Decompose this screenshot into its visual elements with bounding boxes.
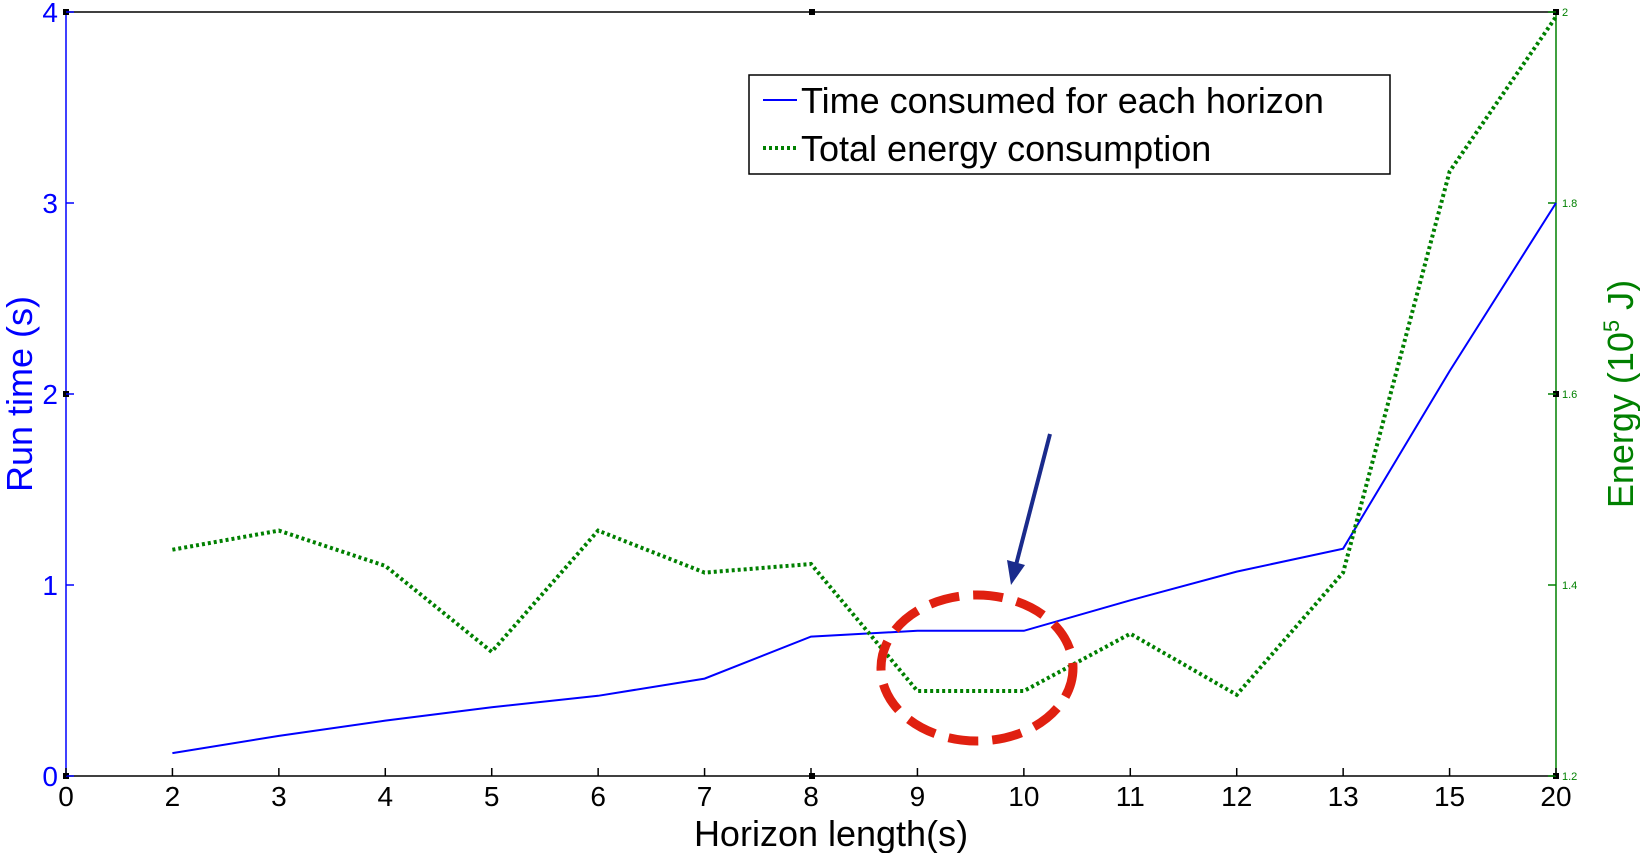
legend-label-time: Time consumed for each horizon bbox=[801, 80, 1324, 121]
series-line-run-time bbox=[172, 202, 1557, 755]
left-tick-label: 1 bbox=[42, 570, 58, 601]
x-tick-label: 6 bbox=[590, 781, 606, 812]
axis-handle bbox=[809, 9, 815, 15]
x-tick-label: 2 bbox=[165, 781, 181, 812]
left-tick-label: 2 bbox=[42, 379, 58, 410]
left-axis-title: Run time (s) bbox=[0, 296, 40, 492]
left-tick-label: 0 bbox=[42, 761, 58, 792]
x-tick-label: 5 bbox=[484, 781, 500, 812]
x-tick-label: 12 bbox=[1221, 781, 1252, 812]
right-axis-title-sup: 5 bbox=[1599, 320, 1624, 332]
x-tick-label: 15 bbox=[1434, 781, 1465, 812]
right-tick-label: 2 bbox=[1562, 7, 1568, 19]
axis-handle bbox=[809, 773, 815, 779]
x-axis-title: Horizon length(s) bbox=[694, 813, 968, 853]
x-tick-label: 4 bbox=[377, 781, 393, 812]
x-tick-label: 11 bbox=[1116, 781, 1145, 812]
legend-label-energy: Total energy consumption bbox=[801, 128, 1211, 169]
x-tick-label: 7 bbox=[697, 781, 713, 812]
x-tick-label: 3 bbox=[271, 781, 287, 812]
legend: Time consumed for each horizon Total ene… bbox=[748, 74, 1391, 175]
annotation-arrow bbox=[1007, 433, 1052, 585]
right-axis-title: Energy (105 J) bbox=[1599, 280, 1640, 508]
right-tick-label: 1.6 bbox=[1562, 389, 1577, 401]
series-line-energy bbox=[172, 15, 1558, 698]
x-tick-label: 10 bbox=[1008, 781, 1039, 812]
right-axis-title-main: Energy (10 bbox=[1600, 332, 1640, 508]
left-axis-ticks: 0 1 2 3 4 bbox=[42, 0, 74, 792]
legend-box bbox=[748, 74, 1391, 175]
x-tick-label: 8 bbox=[803, 781, 819, 812]
right-tick-label: 1.4 bbox=[1562, 580, 1577, 592]
x-tick-label: 0 bbox=[58, 781, 74, 812]
x-tick-label: 20 bbox=[1540, 781, 1571, 812]
right-axis-title-unit: J) bbox=[1600, 280, 1640, 320]
left-tick-label: 3 bbox=[42, 188, 58, 219]
x-axis-ticks: 0 2 3 4 5 6 7 8 9 10 11 12 13 15 20 bbox=[58, 768, 1572, 812]
highlight-ellipse bbox=[876, 590, 1078, 746]
x-tick-label: 13 bbox=[1328, 781, 1359, 812]
left-tick-label: 4 bbox=[42, 0, 58, 28]
right-axis-ticks: 1.2 1.4 1.6 1.8 2 bbox=[1548, 7, 1577, 783]
right-tick-label: 1.8 bbox=[1562, 198, 1577, 210]
series-layer bbox=[172, 15, 1558, 755]
x-tick-label: 9 bbox=[910, 781, 926, 812]
right-tick-label: 1.2 bbox=[1562, 771, 1577, 783]
